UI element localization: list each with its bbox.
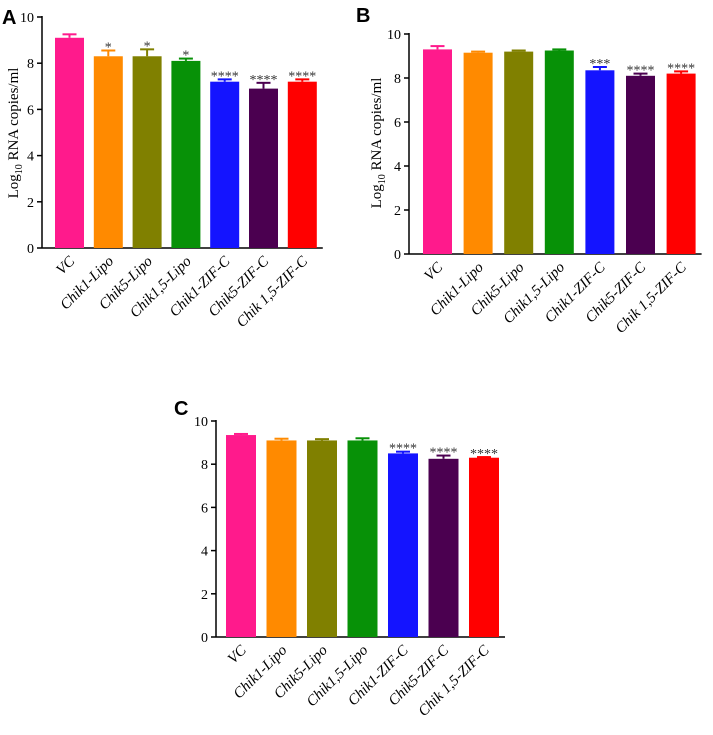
bar-chik1-zif-c [210,81,240,249]
significance-marker: **** [667,61,695,76]
category-label: VC [53,253,79,279]
y-tick-label: 2 [394,204,401,219]
chart-panel-c: C0246810VCChik1-LipoChik5-LipoChik1,5-Li… [174,398,505,720]
y-tick-label: 0 [201,631,208,646]
y-tick-label: 2 [201,588,208,603]
y-axis-label: Log10 RNA copies/ml [6,68,25,199]
bar-chik-1-5-zif-c [469,457,499,637]
y-tick-label: 8 [27,57,34,72]
bar-chik-1-5-zif-c [666,73,696,254]
bar-chik1-lipo [93,56,123,248]
significance-marker: **** [627,64,655,79]
significance-marker: *** [589,57,610,72]
bar-vc [55,37,84,248]
y-tick-label: 6 [394,116,401,131]
y-tick-label: 10 [387,28,401,43]
bar-vc [226,435,256,637]
significance-marker: **** [470,447,498,462]
y-tick-label: 8 [394,72,401,87]
y-tick-label: 6 [27,103,34,118]
bar-chik1-zif-c [388,453,418,637]
panel-letter: C [174,398,188,420]
bar-chik5-zif-c [249,88,278,248]
y-tick-label: 8 [201,458,208,473]
y-tick-label: 6 [201,501,208,516]
category-label: Chik 1,5-ZIF-C [416,642,494,720]
category-label: Chik 1,5-ZIF-C [613,259,691,337]
significance-marker: **** [430,446,458,461]
significance-marker: * [144,39,151,54]
significance-marker: **** [250,73,278,88]
bar-chik5-zif-c [428,458,459,637]
significance-marker: * [105,40,112,55]
y-tick-label: 10 [20,11,34,26]
bar-vc [423,49,452,255]
significance-marker: * [182,49,189,64]
bar-chik1-5-lipo [171,60,201,248]
y-tick-label: 2 [27,196,34,211]
y-tick-label: 4 [201,545,208,560]
category-label: VC [225,642,251,668]
bar-chik5-lipo [504,51,534,254]
bar-chik1-lipo [266,440,297,637]
category-label: VC [421,259,447,285]
y-axis-label: Log10 RNA copies/ml [369,78,388,209]
bar-chik1-5-lipo [544,50,574,254]
y-tick-label: 4 [27,150,34,165]
significance-marker: **** [211,69,239,84]
y-tick-label: 0 [27,242,34,257]
y-tick-label: 10 [194,415,208,430]
bar-chik1-lipo [463,52,493,255]
category-label: Chik 1,5-ZIF-C [234,253,312,331]
bar-chik5-lipo [307,440,337,637]
panel-letter: B [356,5,370,27]
bar-chik1-zif-c [585,70,615,254]
bar-chik5-zif-c [626,75,655,254]
bar-chik-1-5-zif-c [287,81,317,249]
significance-marker: **** [389,442,417,457]
panel-letter: A [2,7,16,29]
y-tick-label: 0 [394,248,401,263]
bar-chik5-lipo [132,56,162,248]
bar-chik1-5-lipo [347,440,378,637]
y-tick-label: 4 [394,160,401,175]
significance-marker: **** [288,69,316,84]
